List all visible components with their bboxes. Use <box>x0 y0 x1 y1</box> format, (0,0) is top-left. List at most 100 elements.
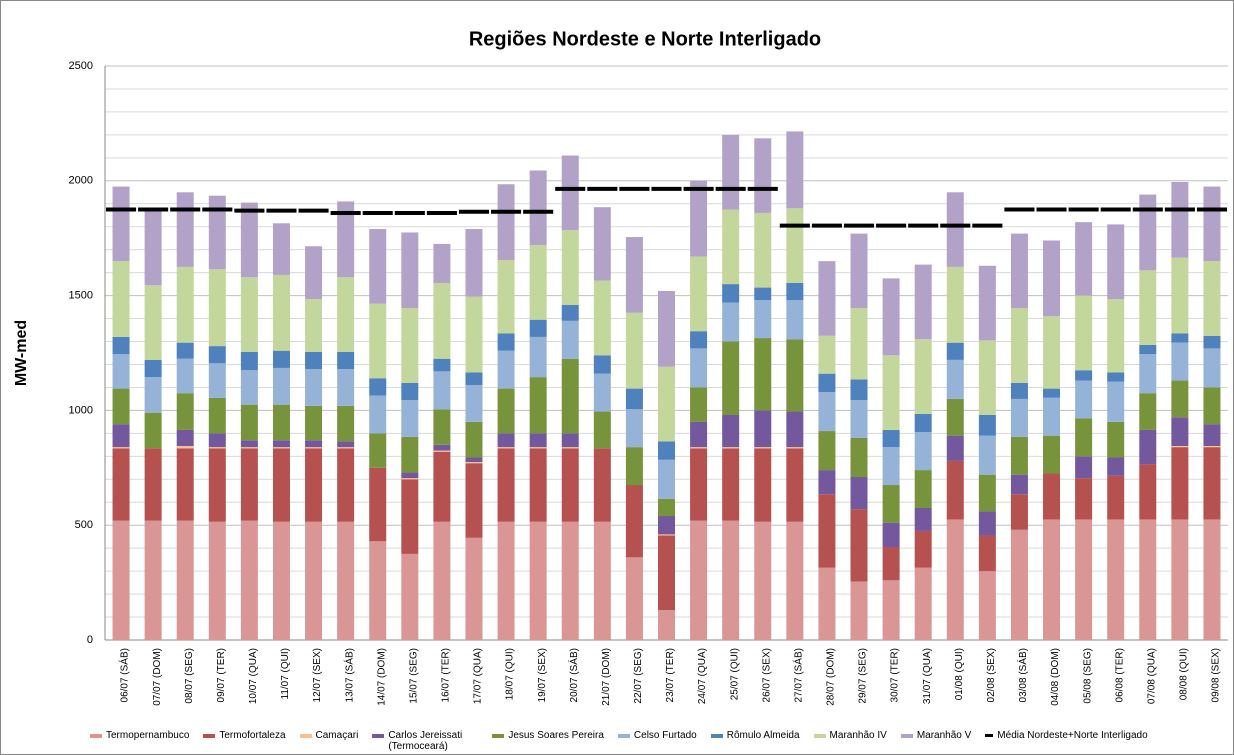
bar-segment <box>593 521 611 640</box>
bar-segment <box>1107 381 1125 422</box>
bar-segment <box>401 479 419 554</box>
x-tick-label: 21/07 (DOM) <box>601 648 612 706</box>
legend-label: Carlos Jereissati (Termoceará) <box>388 730 463 752</box>
bar-segment <box>305 405 323 441</box>
bar-segment <box>850 437 868 477</box>
legend-swatch <box>985 734 994 737</box>
legend-item: Termofortaleza <box>203 730 286 752</box>
bar-segment <box>176 266 194 343</box>
y-tick-label: 1000 <box>69 404 93 416</box>
bar-segment <box>144 412 162 449</box>
bar-segment <box>337 405 355 442</box>
bar-segment <box>1203 348 1221 388</box>
legend-swatch <box>617 734 630 738</box>
x-tick-label: 06/08 (TER) <box>1114 648 1125 702</box>
bar-segment <box>144 285 162 360</box>
bar-segment <box>1075 456 1093 479</box>
bar-segment <box>690 180 708 257</box>
bar-segment <box>1139 464 1157 520</box>
bar-segment <box>369 303 387 379</box>
bar-segment <box>754 447 772 449</box>
bar-segment <box>1075 222 1093 296</box>
bar-segment <box>144 359 162 378</box>
bar-segment <box>625 447 643 486</box>
bar-segment <box>914 339 932 414</box>
bar-segment <box>272 404 290 441</box>
bar-segment <box>561 448 579 522</box>
legend-swatch <box>372 734 385 738</box>
bar-segment <box>497 350 515 389</box>
x-tick-label: 09/07 (TER) <box>216 648 227 702</box>
bar-segment <box>1139 270 1157 345</box>
bar-segment <box>850 476 868 510</box>
chart-title: Regiões Nordeste e Norte Interligado <box>469 28 821 50</box>
bar-segment <box>529 245 547 320</box>
bar-segment <box>818 494 836 568</box>
legend-label: Jesus Soares Pereira <box>508 730 604 741</box>
bar-segment <box>497 184 515 261</box>
bar-segment <box>1107 475 1125 520</box>
legend: Termopernambuco Termofortaleza Camaçari Car… <box>90 730 1230 752</box>
x-tick-label: 05/08 (SEG) <box>1082 648 1093 704</box>
bar-segment <box>1075 370 1093 381</box>
bar-segment <box>208 346 226 364</box>
bar-segment <box>561 358 579 434</box>
bar-segment <box>529 448 547 522</box>
legend-label: Celso Furtado <box>633 730 697 741</box>
bar-segment <box>1075 295 1093 371</box>
bar-segment <box>754 300 772 339</box>
bar-segment <box>754 448 772 522</box>
bar-segment <box>690 520 708 640</box>
bar-segment <box>497 448 515 522</box>
bar-segment <box>561 521 579 640</box>
bar-segment <box>882 355 900 430</box>
bar-segment <box>369 541 387 640</box>
bar-segment <box>240 202 258 278</box>
bar-segment <box>465 421 483 458</box>
bar-segment <box>465 457 483 463</box>
bar-segment <box>497 260 515 334</box>
bar-segment <box>1203 445 1221 448</box>
bar-segment <box>818 335 836 374</box>
bar-segment <box>978 511 996 536</box>
bar-segment <box>722 134 740 210</box>
bar-segment <box>690 331 708 349</box>
bar-segment <box>722 447 740 449</box>
bar-segment <box>208 397 226 434</box>
y-tick-label: 2500 <box>69 60 93 72</box>
bar-segment <box>112 186 130 262</box>
bar-segment <box>465 229 483 297</box>
bar-segment <box>433 282 451 359</box>
bar-segment <box>1043 316 1061 389</box>
legend-swatch <box>710 734 723 738</box>
bar-segment <box>978 435 996 475</box>
x-tick-label: 29/07 (SEG) <box>858 648 869 704</box>
x-tick-label: 13/07 (SÁB) <box>342 648 355 702</box>
bar-segment <box>305 299 323 352</box>
bar-segment <box>176 358 194 394</box>
bar-segment <box>433 358 451 372</box>
x-tick-label: 19/07 (SEX) <box>537 648 548 702</box>
bar-segment <box>658 366 675 442</box>
x-tick-label: 09/08 (SEX) <box>1211 648 1222 702</box>
bar-segment <box>818 373 836 393</box>
bar-segment <box>978 265 996 341</box>
bar-segment <box>561 447 579 449</box>
bar-segment <box>1171 519 1189 640</box>
bar-segment <box>272 367 290 405</box>
bar-segment <box>786 208 804 283</box>
bar-segment <box>1010 398 1028 437</box>
x-tick-label: 14/07 (DOM) <box>376 648 387 706</box>
bar-segment <box>272 440 290 448</box>
bar-segment <box>497 521 515 640</box>
bar-segment <box>1075 478 1093 520</box>
legend-swatch <box>900 734 913 738</box>
bar-segment <box>818 261 836 336</box>
bar-segment <box>1171 380 1189 418</box>
bar-segment <box>1043 435 1061 474</box>
bar-segment <box>337 447 355 449</box>
bar-segment <box>818 431 836 471</box>
bar-segment <box>561 433 579 448</box>
bar-segment <box>240 351 258 371</box>
bar-segment <box>337 448 355 522</box>
